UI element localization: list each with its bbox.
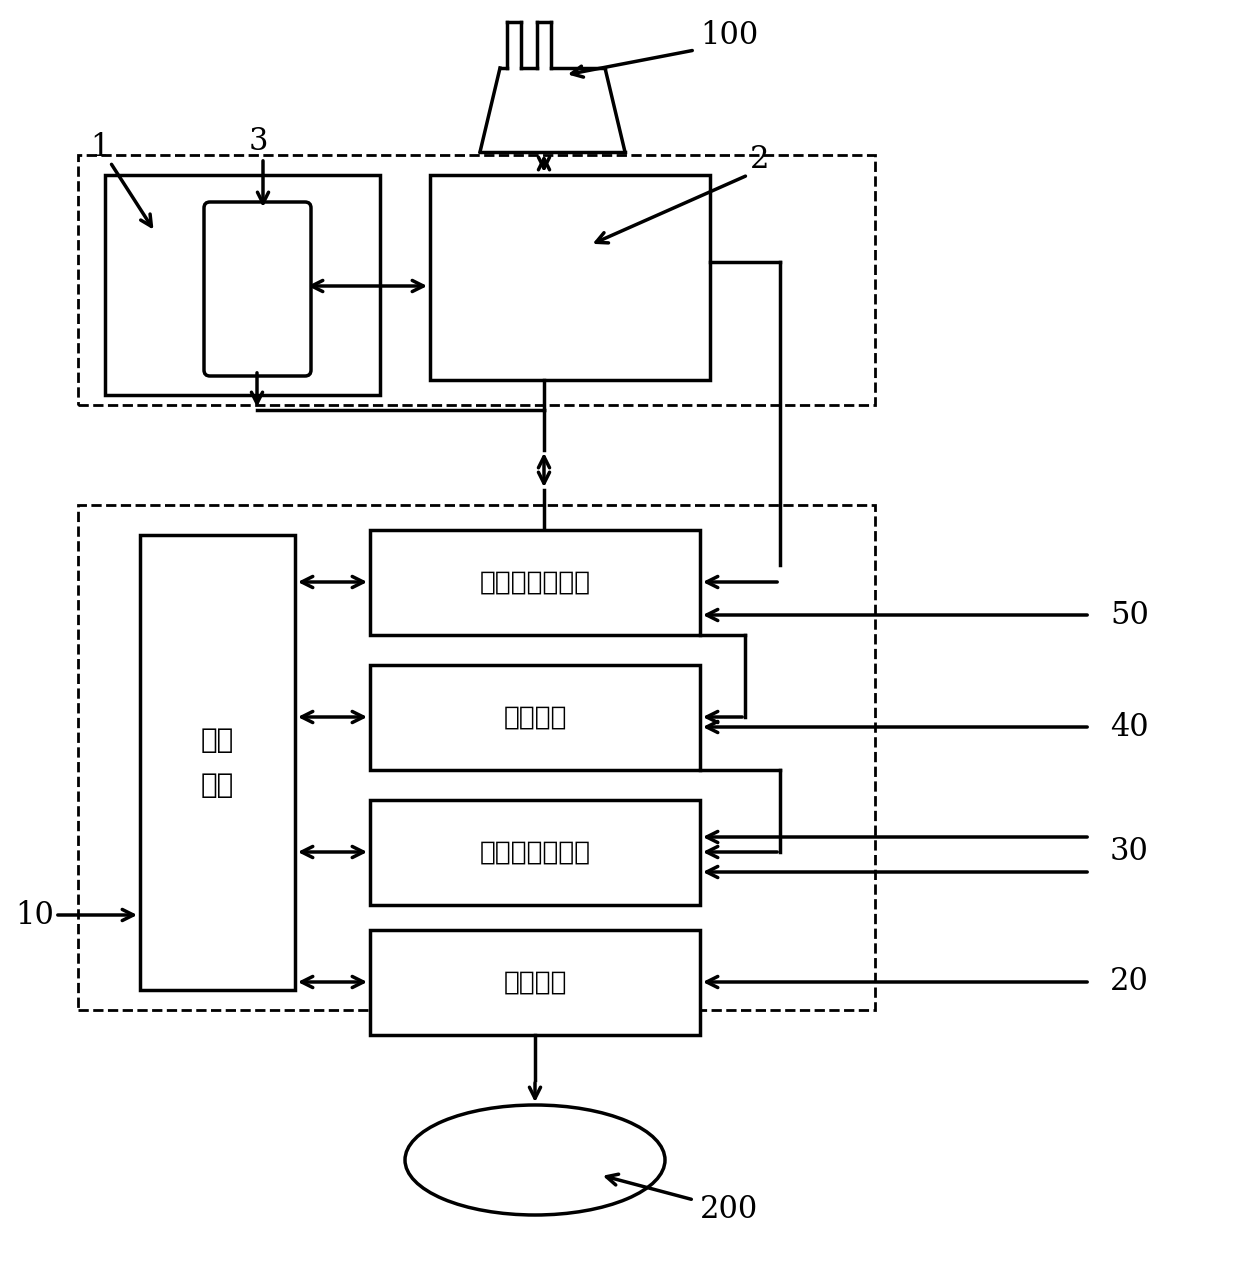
Text: 温度采集总电路: 温度采集总电路 xyxy=(480,569,590,596)
Ellipse shape xyxy=(405,1106,665,1215)
Text: 30: 30 xyxy=(1110,837,1149,867)
Text: 3: 3 xyxy=(248,126,268,158)
Text: 2: 2 xyxy=(750,145,770,175)
Text: 驱动电路: 驱动电路 xyxy=(503,704,567,731)
Text: 10: 10 xyxy=(15,900,53,930)
Text: 50: 50 xyxy=(1110,599,1149,631)
Bar xyxy=(370,930,701,1035)
Bar xyxy=(105,175,379,395)
Bar xyxy=(370,800,701,905)
FancyBboxPatch shape xyxy=(205,202,311,376)
Bar xyxy=(430,175,711,380)
Text: 40: 40 xyxy=(1110,712,1148,742)
Text: 200: 200 xyxy=(701,1195,758,1225)
Bar xyxy=(140,535,295,989)
Bar xyxy=(78,155,875,405)
Text: 压力采集总电路: 压力采集总电路 xyxy=(480,839,590,866)
Bar xyxy=(370,665,701,770)
Bar xyxy=(78,505,875,1010)
Text: 通信电路: 通信电路 xyxy=(503,969,567,996)
Text: 主控
电路: 主控 电路 xyxy=(201,726,234,799)
Text: 100: 100 xyxy=(701,19,758,50)
Text: 1: 1 xyxy=(91,133,110,164)
Text: 20: 20 xyxy=(1110,967,1149,997)
Bar xyxy=(370,530,701,635)
